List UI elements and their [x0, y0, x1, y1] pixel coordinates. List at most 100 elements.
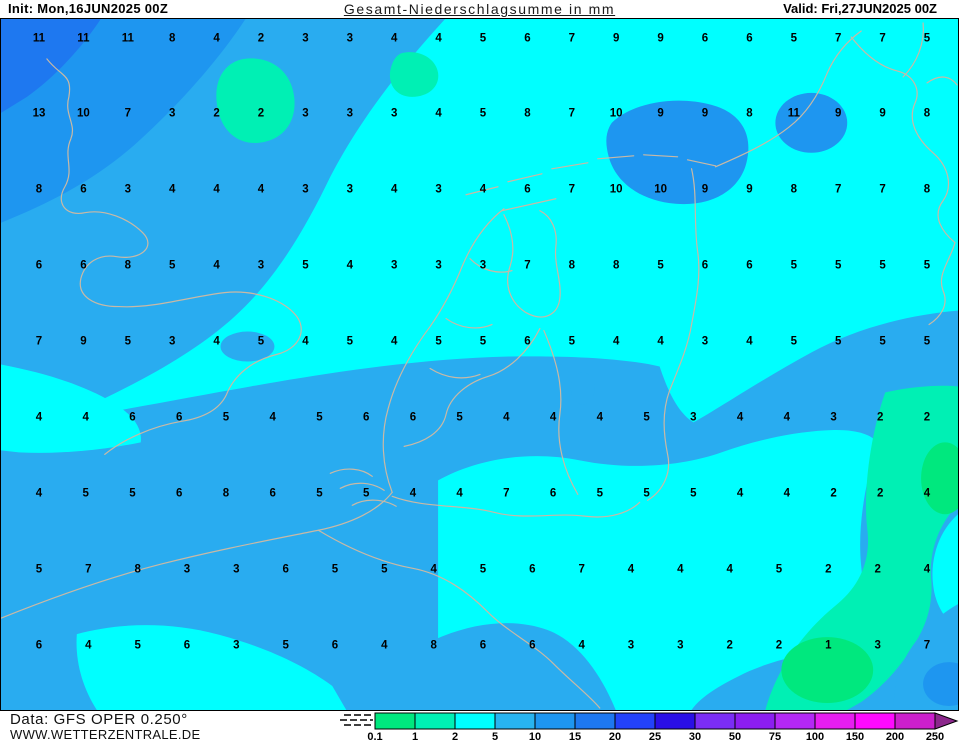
grid-value: 5 [790, 32, 797, 45]
legend-box [854, 712, 896, 730]
grid-value: 8 [222, 487, 230, 500]
grid-value: 6 [176, 487, 183, 500]
grid-value: 5 [82, 487, 89, 500]
grid-value: 5 [331, 563, 339, 576]
fill-green01-core-right [921, 442, 958, 515]
map-svg [1, 19, 958, 710]
grid-value: 5 [596, 487, 604, 500]
grid-value: 5 [923, 259, 931, 272]
grid-value: 8 [746, 107, 753, 120]
grid-value: 5 [568, 335, 575, 348]
grid-value: 3 [302, 32, 309, 45]
grid-value: 5 [381, 563, 388, 576]
grid-value: 5 [456, 411, 463, 424]
grid-value: 2 [923, 411, 931, 424]
fill-green-blob-top [216, 58, 295, 143]
fill-topleft-15-20 [1, 19, 101, 113]
grid-value: 9 [612, 32, 620, 45]
grid-value: 9 [701, 107, 709, 120]
grid-value: 3 [168, 107, 176, 120]
coast-britain [46, 58, 302, 455]
grid-value: 4 [213, 259, 220, 272]
grid-value: 4 [677, 563, 684, 576]
grid-value: 5 [879, 259, 886, 272]
grid-value: 7 [879, 32, 886, 45]
grid-value: 10 [609, 107, 623, 120]
grid-value: 2 [726, 639, 733, 652]
fill-cyan-edge-patch-right [932, 514, 958, 629]
legend-box [694, 712, 736, 730]
grid-value: 4 [381, 639, 388, 652]
legend-box [454, 712, 496, 730]
grid-value: 7 [124, 107, 131, 120]
header-bar: Init: Mon,16JUN2025 00Z Gesamt-Niedersch… [0, 0, 959, 18]
precipitation-map: 11 11 11 8 4 2 3 3 4 4 5 6 7 9 9 6 6 5 7 7 5 13 10 7 3 2 2 3 3 3 4 5 8 7 1… [0, 18, 959, 711]
grid-value: 4 [302, 335, 309, 348]
grid-value: 8 [430, 639, 437, 652]
grid-value: 6 [524, 335, 531, 348]
fill-cyan-hole-center [438, 430, 878, 710]
legend-tick-label: 50 [729, 731, 741, 741]
border-dutch-belgian [391, 495, 641, 518]
grid-value: 4 [746, 335, 753, 348]
grid-value: 9 [657, 107, 664, 120]
legend-tick-label: 0.1 [367, 731, 382, 741]
grid-value: 6 [129, 411, 136, 424]
legend-tick-label: 100 [806, 731, 824, 741]
grid-value: 6 [35, 259, 43, 272]
grid-value: 7 [578, 563, 585, 576]
grid-value: 9 [834, 107, 842, 120]
grid-value: 3 [257, 259, 265, 272]
coast-holland [382, 208, 505, 493]
grid-value: 4 [627, 563, 635, 576]
grid-value: 2 [874, 563, 881, 576]
grid-value: 4 [783, 487, 790, 500]
grid-value: 3 [233, 563, 240, 576]
grid-value: 6 [269, 487, 276, 500]
grid-value: 4 [736, 411, 744, 424]
grid-value: 5 [362, 487, 370, 500]
legend-tick-label: 30 [689, 731, 701, 741]
grid-value: 6 [529, 639, 536, 652]
grid-value: 5 [790, 335, 797, 348]
grid-value: 4 [503, 411, 510, 424]
grid-value: 7 [85, 563, 92, 576]
legend-color-boxes [374, 712, 936, 730]
grid-value: 5 [222, 411, 230, 424]
grid-value: 4 [82, 411, 89, 424]
grid-value: 5 [775, 563, 783, 576]
legend-tick-labels: 0.1 1 2 5 10 15 20 25 30 50 75 100 150 200 250 [367, 731, 944, 741]
grid-value: 3 [124, 183, 131, 196]
grid-value: 7 [568, 32, 575, 45]
footer-data-source: Data: GFS OPER 0.250° [10, 711, 188, 728]
grid-value: 3 [479, 259, 487, 272]
grid-value: 2 [877, 411, 884, 424]
legend-box [734, 712, 776, 730]
grid-value: 3 [346, 107, 353, 120]
legend-tick-label: 20 [609, 731, 621, 741]
grid-value: 7 [923, 639, 931, 652]
legend-box [534, 712, 576, 730]
grid-value: 5 [129, 487, 136, 500]
grid-value: 11 [121, 32, 134, 45]
grid-value: 8 [923, 107, 931, 120]
grid-value: 4 [657, 335, 664, 348]
grid-value: 11 [32, 32, 46, 45]
fill-wadden-blob-west [606, 100, 749, 205]
fill-topleft-10-15 [1, 19, 246, 223]
grid-value: 6 [362, 411, 370, 424]
coast-topright [902, 22, 958, 86]
grid-value: 3 [677, 639, 684, 652]
grid-value: 5 [690, 487, 697, 500]
grid-value: 4 [35, 411, 43, 424]
grid-value: 1 [825, 639, 832, 652]
grid-value: 4 [168, 183, 176, 196]
grid-value: 4 [923, 487, 931, 500]
legend-box [414, 712, 456, 730]
grid-value: 4 [479, 183, 487, 196]
legend-tick-label: 15 [569, 731, 581, 741]
grid-value: 8 [168, 32, 176, 45]
grid-value: 2 [213, 107, 220, 120]
grid-value: 5 [923, 335, 931, 348]
grid-value: 3 [701, 335, 709, 348]
